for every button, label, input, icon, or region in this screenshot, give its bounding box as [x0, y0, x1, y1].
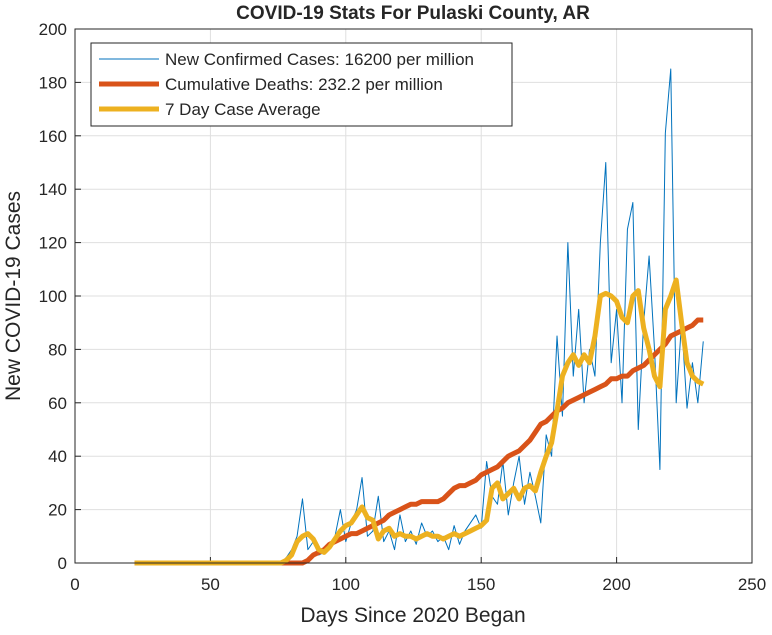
y-tick-label: 40 — [48, 447, 67, 466]
y-tick-label: 200 — [39, 20, 67, 39]
y-tick-label: 180 — [39, 73, 67, 92]
legend-box — [90, 42, 513, 127]
y-tick-label: 0 — [58, 554, 67, 573]
y-tick-label: 120 — [39, 234, 67, 253]
y-tick-label: 60 — [48, 394, 67, 413]
x-tick-label: 200 — [602, 575, 630, 594]
legend: New Confirmed Cases: 16200 per million Cu… — [90, 42, 513, 127]
y-axis-label: New COVID-19 Cases — [2, 191, 25, 401]
x-tick-label: 50 — [201, 575, 220, 594]
x-tick-label: 100 — [332, 575, 360, 594]
y-tick-label: 160 — [39, 127, 67, 146]
legend-label: Cumulative Deaths: 232.2 per million — [165, 75, 443, 94]
y-tick-label: 100 — [39, 287, 67, 306]
y-tick-label: 140 — [39, 180, 67, 199]
axes-box — [74, 28, 753, 564]
x-tick-label: 150 — [467, 575, 495, 594]
chart-title: COVID-19 Stats For Pulaski County, AR — [236, 3, 590, 24]
x-tick-label: 250 — [738, 575, 766, 594]
legend-label: New Confirmed Cases: 16200 per million — [165, 50, 474, 69]
x-tick-label: 0 — [70, 575, 79, 594]
x-axis-label: Days Since 2020 Began — [300, 604, 525, 627]
y-tick-label: 20 — [48, 501, 67, 520]
legend-label: 7 Day Case Average — [165, 100, 321, 119]
y-tick-label: 80 — [48, 340, 67, 359]
